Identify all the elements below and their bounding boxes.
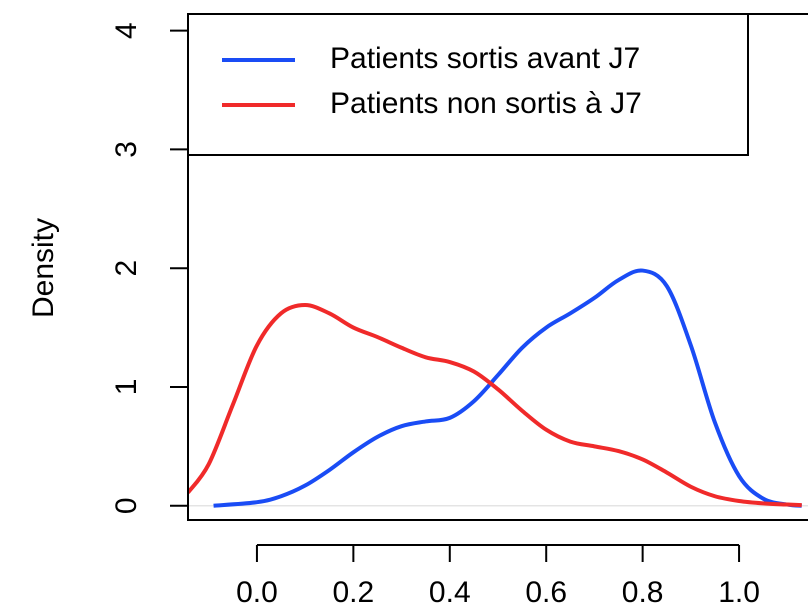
y-tick-label: 1 [110,379,143,396]
x-tick-label: 1.0 [718,576,760,609]
legend-label: Patients sortis avant J7 [330,42,640,75]
legend-label: Patients non sortis à J7 [330,87,642,120]
density-line [188,303,802,508]
y-tick-label: 3 [110,141,143,158]
plot-area [188,268,802,508]
x-tick-label: 0.8 [622,576,664,609]
x-tick-label: 0.6 [525,576,567,609]
y-tick-label: 4 [110,22,143,39]
density-line [213,268,802,508]
x-tick-label: 0.0 [236,576,278,609]
y-tick-label: 2 [110,260,143,277]
x-tick-label: 0.2 [333,576,375,609]
y-tick-label: 0 [110,497,143,514]
legend-box [187,13,749,156]
x-tick-label: 0.4 [429,576,471,609]
y-axis-label: Density [27,218,60,318]
